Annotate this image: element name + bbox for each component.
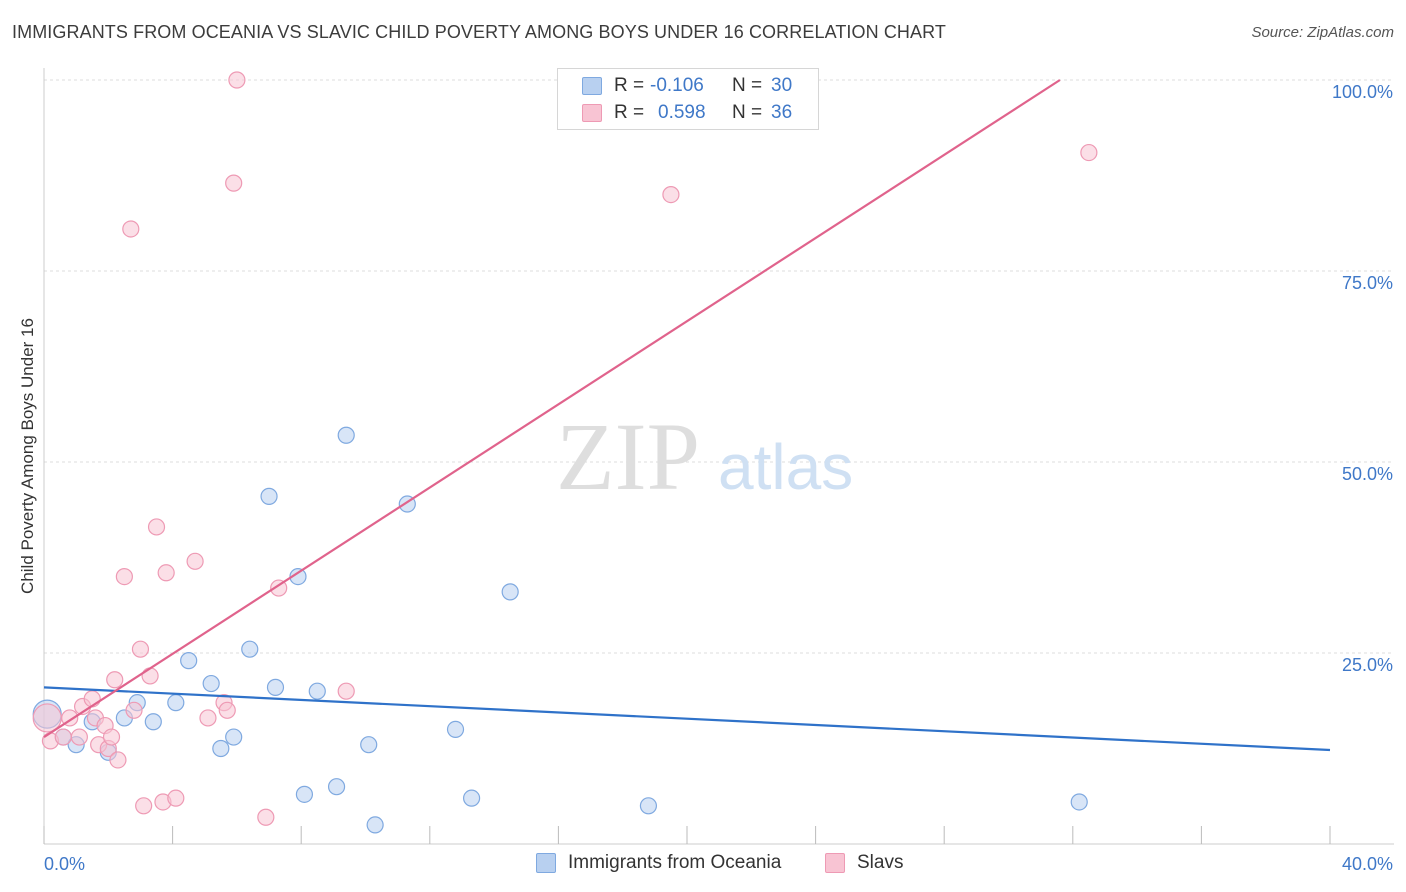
point-slavs	[225, 174, 243, 192]
point-slavs	[125, 701, 143, 719]
point-slavs	[102, 728, 121, 746]
stats-r-label: R =	[614, 102, 645, 123]
watermark: ZIP atlas	[556, 403, 853, 510]
grid	[44, 79, 1394, 654]
point-slavs	[186, 552, 204, 570]
stats-n-label: N =	[732, 75, 763, 96]
point-oceania	[337, 426, 355, 444]
point-oceania	[1070, 793, 1088, 811]
y-tick-label: 100.0%	[1332, 82, 1393, 102]
chart-title: IMMIGRANTS FROM OCEANIA VS SLAVIC CHILD …	[12, 22, 947, 42]
point-oceania	[308, 682, 326, 700]
point-slavs	[70, 728, 88, 746]
source-note: Source: ZipAtlas.com	[1251, 24, 1394, 41]
watermark-zip: ZIP	[556, 403, 700, 510]
trend-line-slavs	[43, 79, 1061, 738]
point-slavs	[157, 564, 175, 582]
point-slavs	[106, 671, 124, 689]
point-oceania	[360, 736, 378, 754]
point-oceania	[241, 640, 259, 658]
y-tick-label: 50.0%	[1342, 464, 1393, 484]
point-slavs	[83, 690, 101, 708]
point-oceania	[639, 797, 658, 815]
point-slavs	[218, 701, 236, 719]
point-slavs	[167, 789, 185, 807]
point-oceania	[366, 816, 384, 834]
stats-n-value: 36	[771, 102, 793, 123]
point-slavs	[662, 186, 680, 204]
point-slavs	[115, 567, 133, 586]
trend-line-oceania	[43, 686, 1331, 752]
point-slavs	[270, 579, 288, 597]
point-slavs	[1080, 143, 1098, 162]
x-tick-label-max: 40.0%	[1342, 854, 1393, 874]
point-oceania	[462, 789, 481, 807]
tick-labels: 25.0% 50.0% 75.0% 100.0% 0.0% 40.0%	[44, 82, 1393, 874]
point-slavs	[147, 518, 166, 536]
correlation-stats-box: R = -0.106 N = 30 R = 0.598 N = 36	[557, 68, 819, 130]
y-tick-label: 75.0%	[1342, 273, 1393, 293]
point-slavs	[337, 682, 355, 700]
point-oceania	[266, 678, 285, 696]
point-slavs	[122, 220, 140, 238]
x-tick-label-min: 0.0%	[44, 854, 85, 874]
legend-swatch-oceania	[536, 853, 556, 873]
point-oceania	[260, 487, 278, 505]
legend-swatch-slavs	[825, 853, 845, 873]
point-slavs	[131, 640, 150, 658]
point-oceania	[327, 778, 346, 796]
point-oceania	[446, 720, 465, 739]
point-oceania	[501, 583, 519, 601]
legend-label-slavs: Slavs	[857, 852, 904, 873]
point-slavs	[135, 797, 153, 815]
point-oceania	[212, 739, 230, 758]
stats-r-value: -0.106	[650, 75, 704, 96]
point-oceania	[180, 652, 198, 670]
y-tick-label: 25.0%	[1342, 655, 1393, 675]
point-oceania	[295, 785, 314, 803]
point-slavs	[257, 808, 275, 826]
stats-n-label: N =	[732, 102, 763, 123]
stats-n-value: 30	[771, 75, 793, 96]
stats-r-label: R =	[614, 75, 645, 96]
stats-swatch-oceania	[582, 77, 602, 95]
point-slavs	[228, 71, 246, 89]
watermark-atlas: atlas	[718, 431, 853, 503]
point-oceania	[167, 694, 185, 712]
point-slavs	[54, 728, 72, 746]
point-oceania	[289, 567, 307, 586]
point-oceania	[202, 674, 220, 693]
trend-lines	[43, 79, 1331, 752]
stats-swatch-slavs	[582, 104, 602, 122]
stats-r-value: 0.598	[658, 102, 706, 123]
point-slavs	[109, 751, 127, 769]
point-slavs	[199, 709, 217, 727]
data-points	[32, 71, 1098, 834]
point-slavs	[141, 667, 159, 685]
point-oceania	[144, 713, 162, 731]
legend-label-oceania: Immigrants from Oceania	[568, 852, 782, 873]
point-oceania	[225, 728, 243, 746]
